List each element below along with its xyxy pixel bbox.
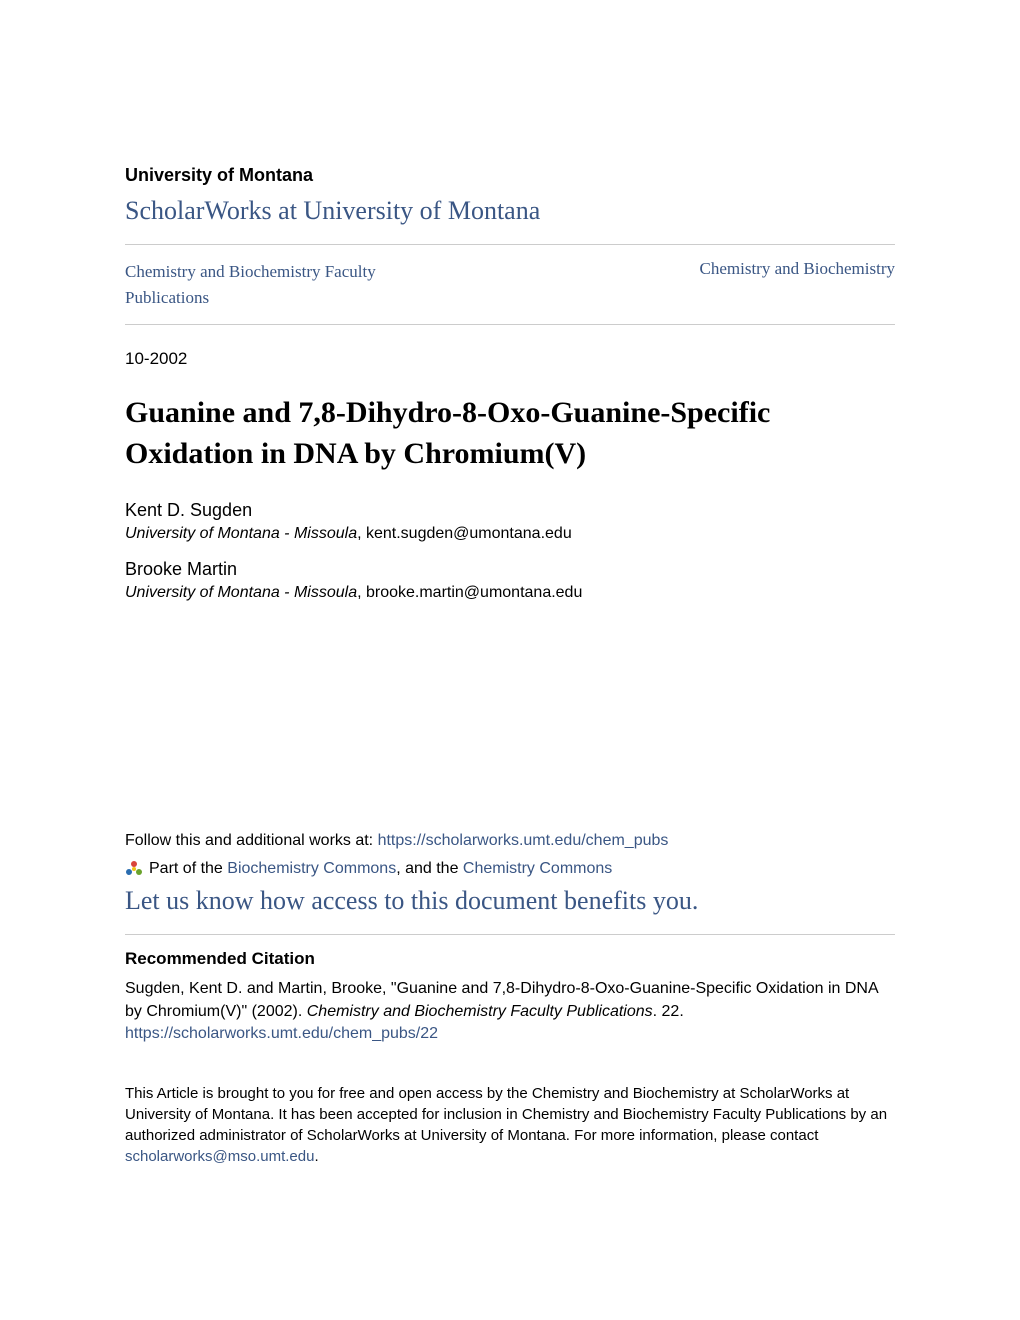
author-block: Brooke Martin University of Montana - Mi…	[125, 559, 895, 602]
collection-link[interactable]: Chemistry and Biochemistry Faculty Publi…	[125, 259, 376, 310]
citation-heading: Recommended Citation	[125, 949, 895, 969]
follow-text: Follow this and additional works at: htt…	[125, 832, 895, 850]
citation-post: . 22.	[653, 1003, 684, 1020]
divider	[125, 934, 895, 935]
footer-period: .	[314, 1148, 318, 1165]
follow-url-link[interactable]: https://scholarworks.umt.edu/chem_pubs	[378, 832, 669, 849]
follow-section: Follow this and additional works at: htt…	[125, 832, 895, 916]
collection-line-1: Chemistry and Biochemistry Faculty	[125, 259, 376, 285]
citation-series: Chemistry and Biochemistry Faculty Publi…	[307, 1003, 653, 1020]
author-affiliation: University of Montana - Missoula, kent.s…	[125, 525, 895, 543]
part-of-prefix: Part of the	[149, 860, 227, 877]
part-of-row: Part of the Biochemistry Commons, and th…	[125, 860, 895, 878]
department-link[interactable]: Chemistry and Biochemistry	[700, 259, 895, 279]
follow-prefix: Follow this and additional works at:	[125, 832, 378, 849]
collection-line-2: Publications	[125, 285, 376, 311]
citation-url-link[interactable]: https://scholarworks.umt.edu/chem_pubs/2…	[125, 1025, 895, 1043]
affiliation-text: University of Montana - Missoula	[125, 525, 357, 542]
footer-text: This Article is brought to you for free …	[125, 1083, 895, 1167]
affiliation-text: University of Montana - Missoula	[125, 584, 357, 601]
repository-title-link[interactable]: ScholarWorks at University of Montana	[125, 196, 895, 226]
author-block: Kent D. Sugden University of Montana - M…	[125, 500, 895, 543]
author-name: Kent D. Sugden	[125, 500, 895, 521]
divider	[125, 324, 895, 325]
part-of-mid: , and the	[396, 860, 463, 877]
author-name: Brooke Martin	[125, 559, 895, 580]
affil-sep: ,	[357, 584, 366, 601]
footer-email-link[interactable]: scholarworks@mso.umt.edu	[125, 1148, 314, 1165]
footer-body: This Article is brought to you for free …	[125, 1085, 887, 1144]
author-email: kent.sugden@umontana.edu	[366, 525, 572, 542]
commons-link-2[interactable]: Chemistry Commons	[463, 860, 612, 877]
breadcrumb-nav: Chemistry and Biochemistry Faculty Publi…	[125, 259, 895, 310]
affil-sep: ,	[357, 525, 366, 542]
network-icon	[125, 860, 143, 878]
author-affiliation: University of Montana - Missoula, brooke…	[125, 584, 895, 602]
benefits-link[interactable]: Let us know how access to this document …	[125, 886, 895, 916]
publication-date: 10-2002	[125, 349, 895, 369]
university-name: University of Montana	[125, 165, 895, 186]
citation-text: Sugden, Kent D. and Martin, Brooke, "Gua…	[125, 977, 895, 1023]
divider	[125, 244, 895, 245]
author-email: brooke.martin@umontana.edu	[366, 584, 582, 601]
paper-title: Guanine and 7,8-Dihydro-8-Oxo-Guanine-Sp…	[125, 393, 895, 474]
commons-link-1[interactable]: Biochemistry Commons	[227, 860, 396, 877]
